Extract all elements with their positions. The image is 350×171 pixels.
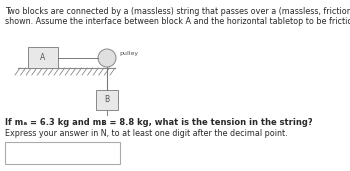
Bar <box>28 47 58 68</box>
Text: A: A <box>40 53 46 62</box>
Text: shown. Assume the interface between block A and the horizontal tabletop to be fr: shown. Assume the interface between bloc… <box>5 17 350 26</box>
Text: B: B <box>104 95 110 104</box>
Text: pulley: pulley <box>119 51 138 56</box>
Text: Express your answer in N, to at least one digit after the decimal point.: Express your answer in N, to at least on… <box>5 129 288 138</box>
Bar <box>5 142 120 164</box>
Circle shape <box>98 49 116 67</box>
Text: Two blocks are connected by a (massless) string that passes over a (massless, fr: Two blocks are connected by a (massless)… <box>5 7 350 16</box>
Text: If mₐ = 6.3 kg and mʙ = 8.8 kg, what is the tension in the string?: If mₐ = 6.3 kg and mʙ = 8.8 kg, what is … <box>5 118 313 127</box>
Bar <box>96 90 118 110</box>
